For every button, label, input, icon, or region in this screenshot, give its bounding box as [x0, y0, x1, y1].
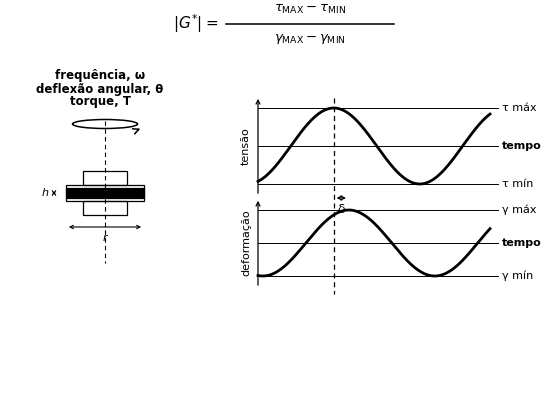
- Text: r: r: [103, 233, 107, 243]
- Bar: [83, 201, 127, 215]
- Text: tensão: tensão: [241, 127, 251, 165]
- Bar: [83, 171, 127, 185]
- Text: δ: δ: [337, 203, 345, 216]
- Bar: [66, 188, 144, 198]
- Text: $|G^{*}|=$: $|G^{*}|=$: [173, 13, 218, 35]
- Text: τ mín: τ mín: [502, 179, 533, 189]
- Text: h: h: [42, 188, 49, 198]
- Text: $\tau_{\mathsf{MAX}} - \tau_{\mathsf{MIN}}$: $\tau_{\mathsf{MAX}} - \tau_{\mathsf{MIN…: [274, 3, 346, 16]
- Text: tempo: tempo: [502, 238, 542, 248]
- Bar: [66, 185, 144, 201]
- Text: γ mín: γ mín: [502, 271, 533, 281]
- Text: τ máx: τ máx: [502, 103, 536, 113]
- Text: $\gamma_{\mathsf{MAX}} - \gamma_{\mathsf{MIN}}$: $\gamma_{\mathsf{MAX}} - \gamma_{\mathsf…: [274, 32, 346, 46]
- Text: frequência, ω: frequência, ω: [55, 69, 145, 83]
- Text: torque, T: torque, T: [70, 95, 131, 109]
- Text: tempo: tempo: [502, 141, 542, 151]
- Text: deformação: deformação: [241, 210, 251, 276]
- Text: deflexão angular, θ: deflexão angular, θ: [36, 83, 164, 95]
- Text: γ máx: γ máx: [502, 205, 536, 215]
